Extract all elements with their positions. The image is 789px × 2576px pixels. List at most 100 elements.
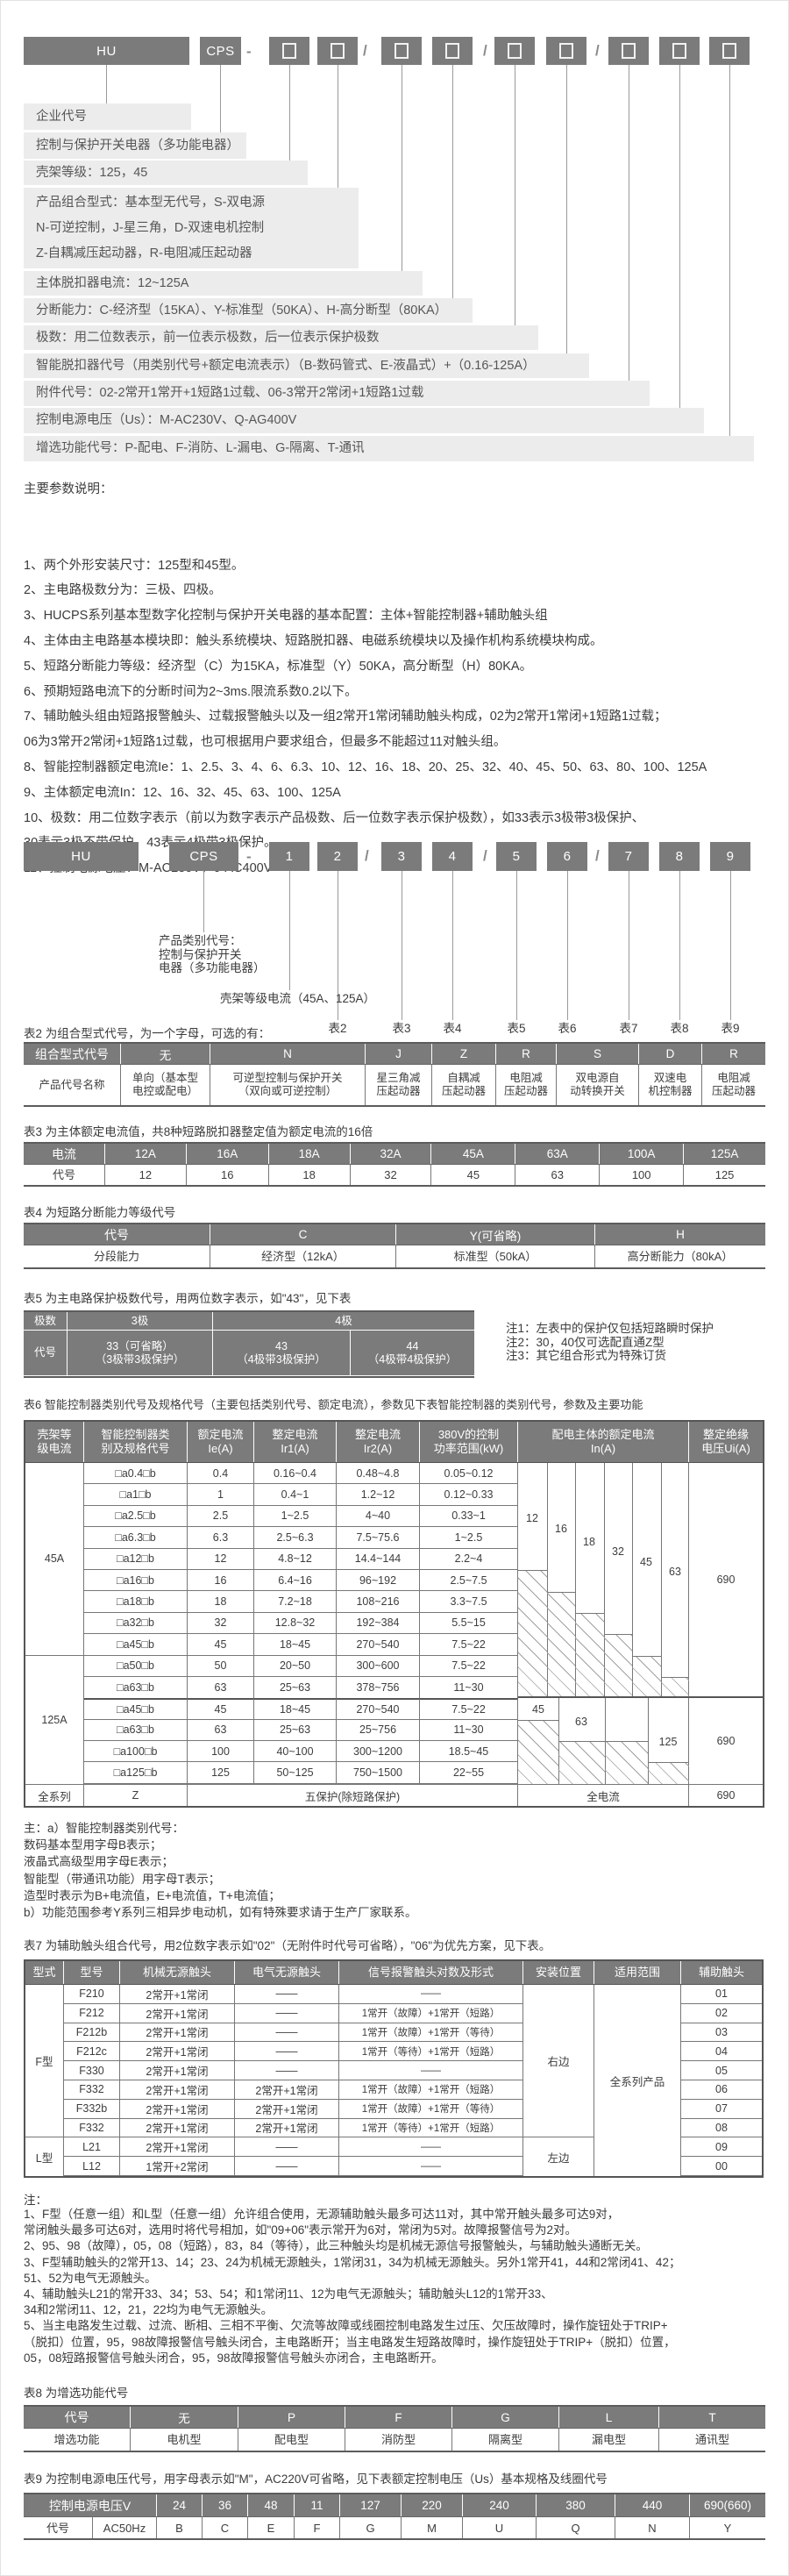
hatch-area — [575, 1613, 604, 1697]
table6-ir2-cell: 270~540 — [337, 1634, 420, 1656]
table6-ie-cell: 45 — [188, 1698, 254, 1720]
code-placeholder-box — [494, 37, 535, 65]
table7-signal-cell: 1常开（故障）+1常开（等待） — [339, 2099, 523, 2119]
table5-3pole-cell: 3极 — [68, 1312, 213, 1331]
table4: 代号 C Y(可省略) H 分段能力 经济型（12kA） 标准型（50kA） 高分断能力… — [24, 1223, 765, 1269]
table7-model-cell: L12 — [64, 2157, 120, 2176]
table6-kw-cell: 2.2~4 — [420, 1548, 518, 1570]
table7-aux-cell: 05 — [681, 2061, 762, 2080]
slash-separator: / — [595, 847, 600, 864]
table-ref-2: 表2 — [328, 1022, 347, 1035]
table-ref-9: 表9 — [721, 1022, 740, 1035]
table6-ie-cell: 50 — [188, 1655, 254, 1677]
table-ref-7: 表7 — [619, 1022, 638, 1035]
table6-kw-cell: 0.05~0.12 — [420, 1463, 518, 1485]
table6-code-cell: □a16□b — [84, 1569, 188, 1592]
table6-ir1-cell: 2.5~6.3 — [254, 1527, 337, 1549]
table7-signal-cell: —— — [339, 2157, 523, 2176]
slash-separator: / — [363, 42, 367, 59]
digit-label: 9 — [726, 849, 735, 864]
hatch-area — [558, 1741, 605, 1784]
table7-model-cell: F332 — [64, 2118, 120, 2138]
table6-kw-cell: 0.33~1 — [420, 1505, 518, 1528]
table6-ir1-cell: 0.4~1 — [254, 1484, 337, 1506]
table8-function-cell: 隔离型 — [452, 2428, 559, 2451]
table6-ir2-cell: 4~40 — [337, 1505, 420, 1528]
table7-model-cell: F330 — [64, 2061, 120, 2080]
table3-header-row: 电流 12A 16A 18A 32A 45A 63A 100A 125A — [24, 1144, 766, 1164]
table6-notes: 主：a）智能控制器类别代号： 数码基本型用字母B表示； 液晶式高级型用字母E表示； 智… — [24, 1820, 417, 1921]
table4-capacity-cell: 标准型（50kA） — [396, 1245, 595, 1267]
digit-box-8: 8 — [659, 842, 700, 871]
table7-aux-column: 01 02 03 04 05 06 07 08 09 00 — [681, 1985, 762, 2176]
params-line: 5、短路分断能力等级：经济型（C）为15KA，标准型（Y）50KA，高分断型（H… — [24, 659, 533, 674]
table6-ie-cell: 18 — [188, 1591, 254, 1613]
table7-note-line: 2、95、98（故障），05，08（短路），83，84（等待），此三种触头均是机… — [24, 2239, 648, 2253]
table6-code-cell: □a1□b — [84, 1484, 188, 1506]
table9-voltage-cell: 690(660) — [690, 2494, 765, 2516]
table6-ir2-cell: 270~540 — [337, 1698, 420, 1720]
table6-ie-cell: 2.5 — [188, 1505, 254, 1528]
table7-elec-cell: —— — [235, 2061, 339, 2080]
table6-ir2-cell: 96~192 — [337, 1569, 420, 1592]
table6-kw-cell: 11~30 — [420, 1676, 518, 1699]
table7-h-mech: 机械无源触头 — [120, 1961, 235, 1984]
table9-code-cell: C — [203, 2516, 248, 2538]
table7-signal-cell: 1常开（等待）+1常开（短路） — [339, 2118, 523, 2138]
code-placeholder-box — [546, 37, 586, 65]
table6-last-code: Z — [84, 1784, 188, 1807]
table7-range-column: 全系列产品 — [594, 1985, 681, 2176]
placeholder-square-icon — [622, 43, 636, 59]
table8-function-cell: 漏电型 — [559, 2428, 659, 2451]
table6-code-cell: □a0.4□b — [84, 1463, 188, 1485]
digit-label: 2 — [333, 849, 342, 864]
digit-label: 7 — [624, 849, 633, 864]
table9-freq-cell: AC50Hz — [93, 2516, 157, 2538]
brand-box-2: HU — [24, 842, 139, 871]
table7-h-model: 型号 — [64, 1961, 120, 1984]
table7-header-row: 型式 型号 机械无源触头 电气无源触头 信号报警触头对数及形式 安装位置 适用范… — [25, 1961, 762, 1984]
table9-voltage-cell: 48 — [248, 2494, 295, 2516]
table9-voltage-cell: 36 — [203, 2494, 248, 2516]
table7-mech-cell: 2常开+1常闭 — [120, 2080, 235, 2100]
table2-name-cell: 星三角减 压起动器 — [366, 1064, 432, 1105]
table6-ir2-cell: 300~600 — [337, 1655, 420, 1677]
placeholder-square-icon — [559, 43, 573, 59]
table6-ie-cell: 12 — [188, 1548, 254, 1570]
table7-aux-cell: 07 — [681, 2099, 762, 2119]
params-line: 10、极数：用二位数字表示（前以为数字表示产品极数、后一位数字表示保护极数），如… — [24, 810, 645, 825]
table6-h-ie: 额定电流 Ie(A) — [188, 1422, 254, 1462]
table6-ir2-column: 0.48~4.8 1.2~12 4~40 7.5~75.6 14.4~144 96~192… — [337, 1463, 420, 1784]
table5-note-line: 注2：30，40仅可选配直通Z型 — [506, 1335, 665, 1349]
params-line: 3、HUCPS系列基本型数字化控制与保护开关电器的基本配置：主体+智能控制器+辅… — [24, 609, 548, 624]
table7-note-line: （脱扣）位置，95，98故障报警信号触头闭合，主电路断开；当主电路发生短路故障时… — [24, 2335, 676, 2349]
table7-h-signal: 信号报警触头对数及形式 — [339, 1961, 523, 1984]
grid-line — [632, 1463, 633, 1697]
table6-ir1-cell: 20~50 — [254, 1655, 337, 1677]
digit-box-4: 4 — [432, 842, 473, 871]
in-value: 45 — [532, 1703, 544, 1716]
table7-mech-cell: 2常开+1常闭 — [120, 2137, 235, 2158]
digit-label: 8 — [675, 849, 684, 864]
table6-note-line: b）功能范围参考Y系列三相异步电动机，如有特殊要求请于生产厂家联系。 — [24, 1906, 417, 1920]
table6-title: 表6 智能控制器类别代号及规格代号（主要包括类别代号、额定电流），参数见下表智能… — [24, 1398, 643, 1411]
table3-current-cell: 45A — [431, 1144, 516, 1164]
code-placeholder-box — [317, 37, 358, 65]
hatch-area — [518, 1720, 558, 1784]
bar-control-voltage: 控制电源电压（Us）：M-AC230V、Q-AG400V — [24, 408, 704, 433]
table6-ir1-cell: 12.8~32 — [254, 1612, 337, 1635]
bar-smart-release: 智能脱扣器代号（用类别代号+额定电流表示）（B-数码管式、E-液晶式）+（0.1… — [24, 353, 589, 378]
table3-current-cell: 32A — [350, 1144, 432, 1164]
grid-line — [660, 1463, 662, 1697]
table7-elec-cell: 2常开+1常闭 — [235, 2080, 339, 2100]
table7-signal-cell: —— — [339, 1985, 523, 2004]
table6-h-in: 配电主体的额定电流 In(A) — [518, 1422, 689, 1462]
table7-signal-cell: 1常开（故障）+1常开（短路） — [339, 2003, 523, 2023]
table6-frame-column: 45A 125A — [25, 1463, 84, 1784]
table7-mech-column: 2常开+1常闭 2常开+1常闭 2常开+1常闭 2常开+1常闭 2常开+1常闭 2常开+1… — [120, 1985, 235, 2176]
table7-model-cell: F212c — [64, 2042, 120, 2062]
table9-code-cell: Y — [690, 2516, 765, 2538]
params-title: 主要参数说明： — [24, 482, 113, 496]
table3-current-cell: 63A — [515, 1144, 601, 1164]
